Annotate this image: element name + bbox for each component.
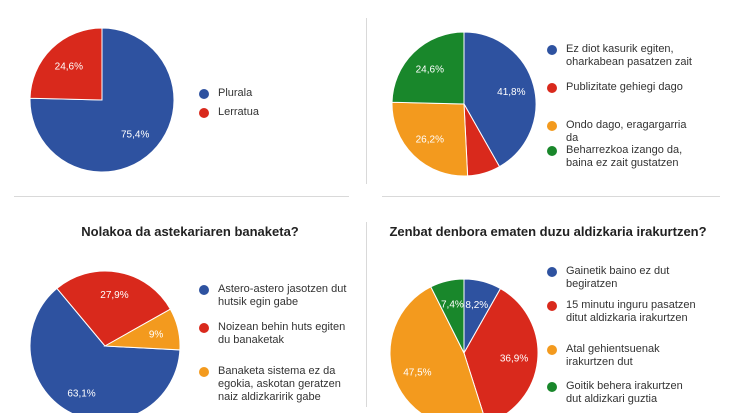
slice-value-label: 9% xyxy=(149,330,164,341)
pie-slice xyxy=(29,27,175,173)
legend-swatch xyxy=(199,108,209,118)
pie-slice xyxy=(29,27,103,101)
legend-item: 15 minutu inguru pasatzen ditut aldizkar… xyxy=(547,299,701,325)
slice-value-label: 24,6% xyxy=(55,61,83,72)
legend-label: Ez diot kasurik egiten, oharkabean pasat… xyxy=(566,43,692,68)
legend-swatch xyxy=(547,382,557,392)
legend-swatch xyxy=(199,367,209,377)
legend-item: Beharrezkoa izango da, baina ez zait gus… xyxy=(547,144,701,170)
legend-item: Lerratua xyxy=(199,106,353,119)
legend-item: Goitik behera irakurtzen dut aldizkari g… xyxy=(547,380,701,406)
legend-item: Astero-astero jasotzen dut hutsik egin g… xyxy=(199,283,353,309)
legend-1: Plurala Lerratua xyxy=(199,87,349,137)
legend-swatch xyxy=(199,89,209,99)
legend-swatch xyxy=(547,45,557,55)
slice-value-label: 27,9% xyxy=(100,290,128,301)
slice-value-label: 7,4% xyxy=(441,300,464,311)
pie-slice xyxy=(391,31,465,105)
legend-label: Plurala xyxy=(218,87,253,99)
divider xyxy=(366,18,367,184)
pie-slice xyxy=(103,308,181,351)
legend-label: 15 minutu inguru pasatzen ditut aldizkar… xyxy=(566,299,696,324)
legend-item: Plurala xyxy=(199,87,353,100)
legend-label: Publizitate gehiegi dago xyxy=(566,81,683,93)
legend-label: Gainetik baino ez dut begiratzen xyxy=(566,265,670,290)
legend-label: Atal gehientsuenak irakurtzen dut xyxy=(566,343,660,368)
legend-swatch xyxy=(547,146,557,156)
pie-slice xyxy=(389,286,484,413)
pie-chart-3: 63,1% 27,9% 9% xyxy=(29,270,181,413)
slice-value-label: 41,8% xyxy=(497,87,525,98)
legend-swatch xyxy=(199,285,209,295)
legend-swatch xyxy=(547,121,557,131)
slice-value-label: 26,2% xyxy=(416,135,444,146)
legend-label: Ondo dago, eragargarria da xyxy=(566,119,687,144)
legend-swatch xyxy=(547,301,557,311)
slice-value-label: 24,6% xyxy=(416,64,444,75)
legend-3: Astero-astero jasotzen dut hutsik egin g… xyxy=(199,283,359,413)
pie-slice xyxy=(430,278,465,354)
legend-swatch xyxy=(547,267,557,277)
pie-chart-2: 41,8% 26,2% 24,6% xyxy=(391,31,537,177)
legend-item: Publizitate gehiegi dago xyxy=(547,81,701,94)
pie-slice xyxy=(391,101,469,177)
slice-value-label: 36,9% xyxy=(500,354,528,365)
chart-title-3: Nolakoa da astekariaren banaketa? xyxy=(81,224,299,239)
chart-title-4: Zenbat denbora ematen duzu aldizkaria ir… xyxy=(389,224,707,239)
legend-4: Gainetik baino ez dut begiratzen 15 minut… xyxy=(547,265,727,413)
legend-label: Goitik behera irakurtzen dut aldizkari g… xyxy=(566,380,683,405)
legend-item: Ez diot kasurik egiten, oharkabean pasat… xyxy=(547,43,701,69)
pie-slice xyxy=(463,287,539,413)
legend-item: Noizean behin huts egiten du banaketak xyxy=(199,321,353,347)
legend-swatch xyxy=(547,83,557,93)
legend-item: Atal gehientsuenak irakurtzen dut xyxy=(547,343,701,369)
slice-value-label: 8,2% xyxy=(465,300,488,311)
legend-swatch xyxy=(547,345,557,355)
legend-label: Lerratua xyxy=(218,106,259,118)
divider xyxy=(366,222,367,407)
legend-label: Astero-astero jasotzen dut hutsik egin g… xyxy=(218,283,347,308)
pie-chart-1: 75,4% 24,6% xyxy=(29,27,175,173)
divider xyxy=(14,196,349,197)
legend-label: Noizean behin huts egiten du banaketak xyxy=(218,321,346,346)
slice-value-label: 47,5% xyxy=(403,367,431,378)
pie-chart-4: 8,2% 36,9% 47,5% 7,4% xyxy=(389,278,539,413)
legend-item: Gainetik baino ez dut begiratzen xyxy=(547,265,701,291)
divider xyxy=(382,196,720,197)
pie-slice xyxy=(29,287,181,413)
slice-value-label: 75,4% xyxy=(121,130,149,141)
slice-value-label: 63,1% xyxy=(67,388,95,399)
pie-slice xyxy=(56,270,172,347)
legend-item: Banaketa sistema ez da egokia, askotan g… xyxy=(199,365,353,404)
legend-label: Banaketa sistema ez da egokia, askotan g… xyxy=(218,365,341,403)
legend-swatch xyxy=(199,323,209,333)
legend-2: Ez diot kasurik egiten, oharkabean pasat… xyxy=(547,43,727,183)
pie-slice xyxy=(463,31,537,168)
legend-label: Beharrezkoa izango da, baina ez zait gus… xyxy=(566,144,683,169)
legend-item: Ondo dago, eragargarria da xyxy=(547,119,701,145)
